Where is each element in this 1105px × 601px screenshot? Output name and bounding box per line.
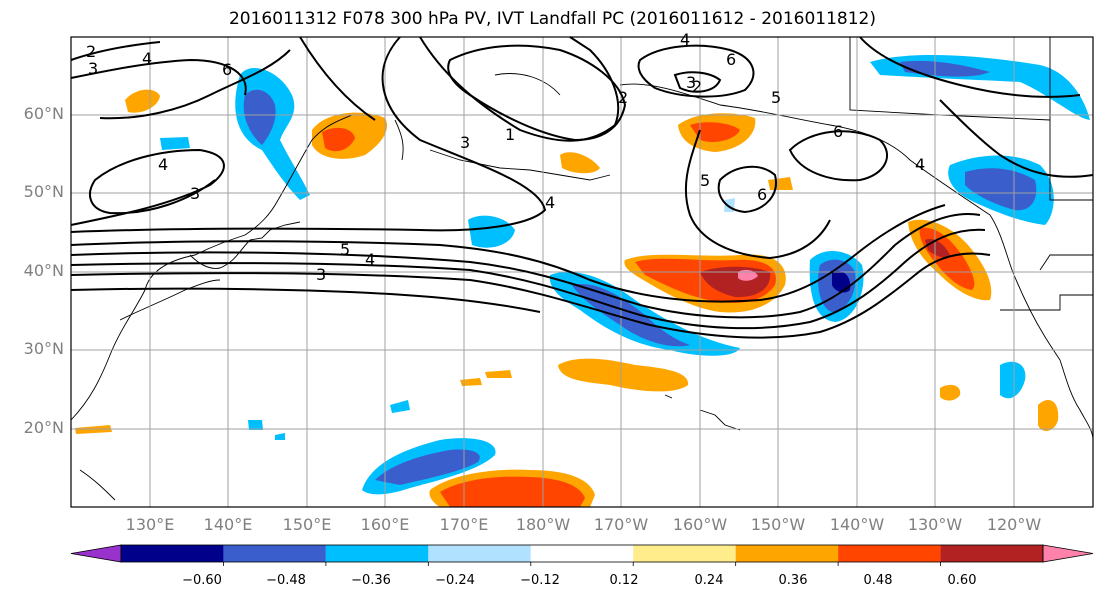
contour-label: 6: [833, 122, 843, 141]
contour-label: 4: [365, 250, 375, 269]
contour-label: 4: [680, 30, 690, 49]
lon-label: 130°W: [907, 515, 963, 534]
contour-labels: 2 3 4 6 4 3 3 1 4 5 4 3 2 4 6 3 2 5 6 5 …: [86, 30, 925, 284]
map-title: 2016011312 F078 300 hPa PV, IVT Landfall…: [228, 9, 876, 29]
colorbar-tick-label: −0.12: [520, 573, 560, 588]
colorbar-tick-label: 0.36: [778, 573, 808, 588]
colorbar-bin: [735, 545, 839, 562]
colorbar-max-extend: [1042, 544, 1094, 563]
contour-label: 1: [505, 125, 515, 144]
colorbar-tick-label: 0.48: [863, 573, 893, 588]
contour-label: 3: [316, 265, 326, 284]
colorbar-bin: [121, 545, 224, 562]
colorbar-tick-label: −0.48: [266, 573, 306, 588]
colorbar-bin: [633, 545, 736, 562]
pv-contours: [70, 36, 1094, 339]
lon-label: 160°W: [672, 515, 728, 534]
lat-label: 30°N: [23, 339, 64, 358]
lat-label: 20°N: [23, 418, 64, 437]
gridlines: [71, 37, 1093, 507]
lon-label: 140°E: [203, 515, 253, 534]
lon-label: 170°E: [439, 515, 489, 534]
contour-label: 3: [190, 184, 200, 203]
contour-label: 4: [142, 49, 152, 68]
colorbar-bin: [940, 545, 1043, 562]
contour-label: 6: [726, 50, 736, 69]
coastlines: [70, 37, 1094, 501]
colorbar-tick-label: 0.24: [694, 573, 724, 588]
lon-label: 130°E: [125, 515, 175, 534]
lon-label: 150°W: [750, 515, 806, 534]
lon-label: 180°W: [515, 515, 571, 534]
contour-label: 4: [545, 193, 555, 212]
colorbar-bin: [428, 545, 531, 562]
pv-anomaly-shading: [75, 54, 1090, 507]
lon-label: 170°W: [593, 515, 649, 534]
colorbar-tick-label: −0.60: [182, 573, 222, 588]
colorbar-tick-label: −0.36: [351, 573, 391, 588]
contour-label: 2: [86, 42, 96, 61]
contour-label: 3: [686, 73, 696, 92]
lon-label: 160°E: [360, 515, 410, 534]
colorbar-bin: [223, 545, 326, 562]
colorbar-tick-label: −0.24: [435, 573, 475, 588]
contour-label: 4: [915, 155, 925, 174]
lon-label: 140°W: [829, 515, 885, 534]
colorbar-tick-label: 0.12: [609, 573, 639, 588]
colorbar-bin: [530, 545, 634, 562]
lat-label: 60°N: [23, 104, 64, 123]
contour-label: 5: [700, 171, 710, 190]
contour-label: 2: [692, 77, 702, 96]
contour-label: 3: [460, 133, 470, 152]
lat-label: 40°N: [23, 261, 64, 280]
colorbar-bin: [325, 545, 429, 562]
contour-label: 6: [222, 60, 232, 79]
contour-label: 3: [88, 59, 98, 78]
colorbar-bin: [838, 545, 941, 562]
colorbar-outline: [120, 544, 1044, 563]
lon-label: 150°E: [282, 515, 332, 534]
contour-label: 2: [618, 88, 628, 107]
colorbar-tick-label: 0.60: [947, 573, 977, 588]
map-panel: 2 3 4 6 4 3 3 1 4 5 4 3 2 4 6 3 2 5 6 5 …: [70, 30, 1094, 508]
lat-label: 50°N: [23, 182, 64, 201]
contour-label: 6: [757, 185, 767, 204]
colorbar-min-extend: [70, 544, 122, 563]
contour-label: 4: [158, 155, 168, 174]
lon-label: 120°W: [986, 515, 1042, 534]
colorbar: [70, 544, 1094, 566]
contour-label: 5: [340, 240, 350, 259]
contour-label: 5: [771, 88, 781, 107]
map-frame: [70, 36, 1094, 508]
